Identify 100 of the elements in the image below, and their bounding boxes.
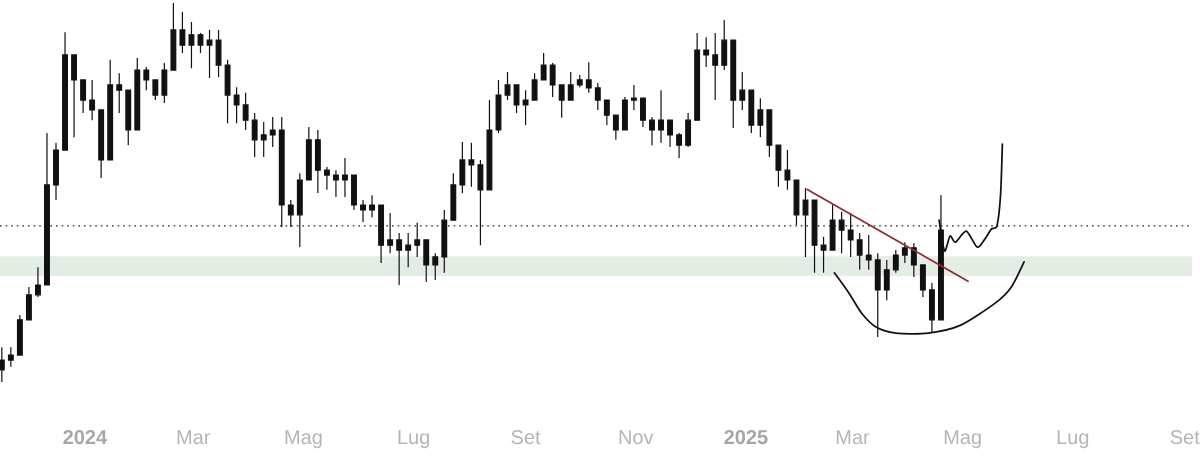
candlestick [820, 236, 827, 274]
candlestick [459, 141, 466, 194]
candlestick [170, 2, 177, 71]
candlestick [224, 59, 231, 124]
candlestick [0, 346, 5, 383]
candlestick [80, 79, 87, 114]
x-tick-label: Lug [398, 430, 429, 449]
candlestick [649, 116, 655, 146]
x-tick-label: Mar [177, 430, 211, 445]
candlestick [62, 31, 68, 151]
candlestick [640, 97, 646, 128]
candlestick [188, 21, 195, 69]
candlestick [369, 194, 375, 218]
candlestick [495, 79, 502, 134]
candlestick [793, 179, 800, 226]
candlestick [685, 112, 692, 148]
candlestick [35, 266, 41, 298]
candlestick [16, 314, 23, 356]
candlestick [179, 11, 186, 54]
x-tick-label: Lug [1057, 430, 1089, 449]
candlestick [7, 346, 14, 368]
candlestick [811, 199, 818, 274]
candlestick [107, 59, 114, 161]
candlestick [332, 169, 339, 198]
candlestick [540, 52, 547, 81]
candlestick [703, 36, 710, 68]
x-tick-label: Set [1170, 430, 1200, 445]
candlestick [351, 174, 357, 211]
candlestick [441, 209, 448, 274]
candlestick [269, 116, 276, 148]
candlestick [531, 72, 538, 101]
x-tick-label: Mag [285, 430, 322, 449]
candlestick [396, 232, 403, 286]
x-tick-label: Mag [944, 430, 981, 449]
candlestick [296, 172, 303, 248]
candlestick [829, 204, 836, 251]
candlestick [287, 199, 294, 228]
candlestick [278, 116, 285, 228]
candlestick [44, 132, 50, 286]
candlestick [342, 157, 348, 198]
candlestick [387, 212, 394, 254]
candlestick [215, 29, 222, 78]
candlestick [161, 62, 168, 104]
candlestick [25, 286, 32, 321]
candlestick [558, 84, 565, 119]
candlestick [694, 32, 701, 121]
candlestick [432, 252, 439, 281]
candlestick [134, 57, 141, 131]
candlestick [901, 241, 908, 264]
x-tick-label: Set [511, 430, 541, 445]
candlestick [757, 97, 764, 138]
x-tick-label: Mar [836, 430, 870, 445]
candlestick [405, 232, 412, 268]
candlestick [919, 264, 926, 298]
candlestick [630, 84, 637, 111]
candlestick [892, 249, 899, 274]
candlestick [486, 99, 493, 191]
candlestick [414, 222, 421, 258]
candlestick [856, 232, 863, 271]
x-tick-label: 2025 [724, 430, 768, 445]
candlestick [450, 172, 457, 221]
candlestick [784, 149, 791, 191]
candlestick [323, 166, 330, 191]
candlestick [802, 187, 809, 258]
candlestick [477, 159, 484, 246]
candlestick [739, 71, 746, 111]
candlestick [206, 29, 213, 79]
candlestick [116, 72, 123, 114]
candlestick [504, 71, 511, 101]
candlestick [603, 99, 610, 126]
candlestick [71, 54, 78, 138]
candlestick [576, 74, 583, 88]
candlestick [522, 89, 529, 126]
candlestick [251, 112, 258, 158]
candlestick [125, 89, 132, 146]
candlestick [838, 211, 845, 254]
x-tick-label: 2024 [63, 430, 108, 445]
candlestick [721, 19, 728, 71]
candlestick [585, 61, 592, 94]
candlestick [378, 204, 385, 264]
candlestick [314, 129, 321, 194]
candlestick [712, 32, 719, 101]
candlestick [242, 92, 249, 131]
candlestick [730, 39, 737, 129]
candlestick [667, 119, 673, 148]
candlestick [883, 259, 890, 301]
candlestick [423, 239, 430, 283]
candlestick [305, 126, 312, 181]
candlestick [549, 62, 556, 98]
candlestick [98, 109, 105, 179]
candlestick [143, 66, 150, 91]
candlestick [260, 121, 267, 158]
candlestick [197, 32, 204, 54]
candlestick [152, 79, 159, 101]
x-tick-label: Nov [619, 430, 654, 445]
candlestick [612, 114, 619, 141]
candlestick [513, 84, 520, 114]
candlestick [468, 142, 475, 188]
candlestick [233, 86, 240, 124]
candlestick [775, 144, 782, 188]
